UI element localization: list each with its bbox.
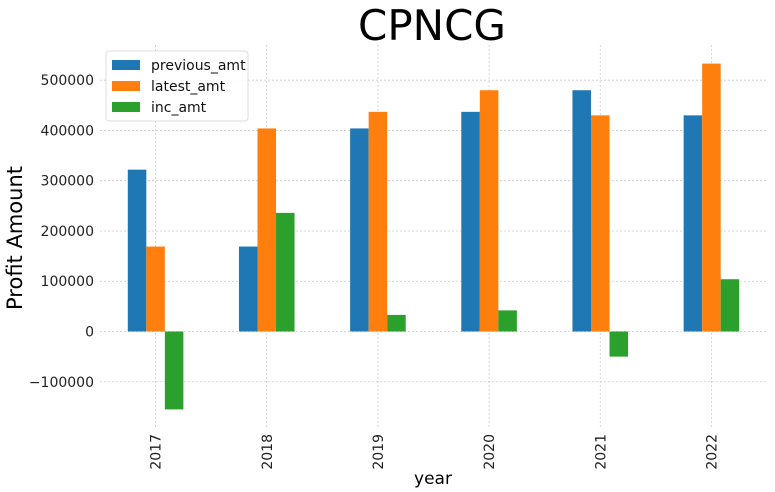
bar-inc-amt-2018: [276, 212, 295, 332]
bar-previous-amt-2017: [127, 169, 147, 332]
bar-previous-amt-2019: [350, 128, 369, 332]
legend-label: inc_amt: [151, 100, 207, 116]
x-tick-label: 2022: [704, 434, 720, 470]
x-axis-ticks: 2017 2018 2019 2020 2021 2022: [149, 434, 721, 470]
x-tick-label: 2019: [371, 434, 387, 470]
y-axis-label: Profit Amount: [3, 166, 27, 310]
chart-title: CPNCG: [358, 1, 506, 50]
bar-previous-amt-2018: [238, 246, 258, 332]
legend-swatch: [112, 81, 140, 91]
y-tick-label: 500000: [41, 73, 94, 89]
y-tick-label: 100000: [41, 274, 94, 290]
bar-inc-amt-2019: [387, 314, 406, 332]
bar-inc-amt-2022: [720, 279, 740, 332]
bars: [127, 63, 740, 410]
y-tick-label: −100000: [29, 375, 94, 391]
y-tick-label: 400000: [41, 123, 94, 139]
y-tick-label: 300000: [41, 174, 94, 190]
bar-inc-amt-2020: [498, 310, 517, 332]
bar-inc-amt-2021: [609, 331, 629, 357]
bar-previous-amt-2021: [572, 90, 591, 332]
x-tick-label: 2018: [260, 434, 276, 470]
x-tick-label: 2020: [482, 434, 498, 470]
grid: [100, 45, 767, 427]
legend: previous_amt latest_amt inc_amt: [105, 50, 249, 122]
legend-label: previous_amt: [151, 58, 246, 74]
bar-latest-amt-2017: [146, 246, 165, 332]
legend-swatch: [112, 102, 140, 112]
x-tick-label: 2021: [593, 434, 609, 470]
legend-swatch: [112, 60, 140, 70]
bar-previous-amt-2020: [461, 111, 480, 332]
x-axis-label: year: [414, 469, 452, 489]
y-axis-ticks: −100000 0 100000 200000 300000 400000 500000: [29, 73, 94, 391]
bar-latest-amt-2022: [702, 63, 721, 332]
bar-latest-amt-2020: [479, 90, 499, 332]
bar-previous-amt-2022: [683, 115, 703, 332]
legend-box: [105, 50, 249, 122]
y-tick-label: 200000: [41, 224, 94, 240]
x-tick-label: 2017: [149, 434, 165, 470]
bar-latest-amt-2019: [368, 111, 388, 332]
y-tick-label: 0: [85, 325, 94, 341]
legend-label: latest_amt: [151, 79, 226, 95]
bar-inc-amt-2017: [164, 331, 184, 410]
bar-latest-amt-2018: [257, 128, 277, 332]
bar-latest-amt-2021: [590, 115, 610, 332]
